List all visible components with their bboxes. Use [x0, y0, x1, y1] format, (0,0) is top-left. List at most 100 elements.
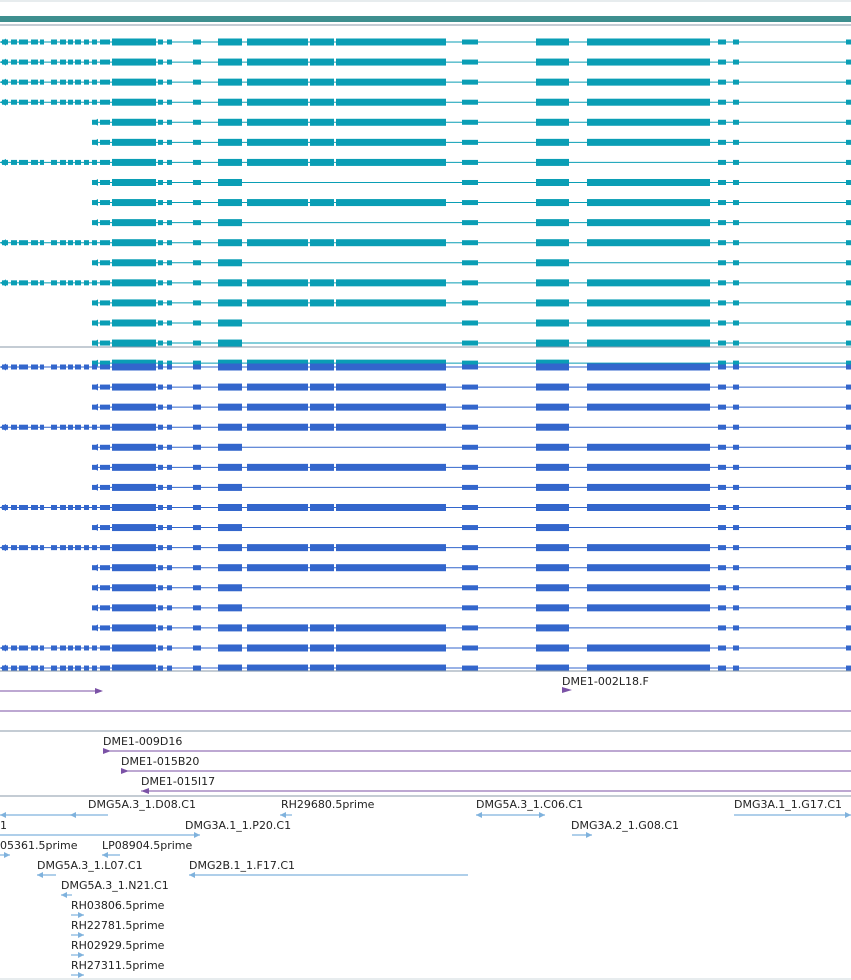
- exon: [462, 384, 478, 390]
- exon: [218, 138, 242, 146]
- transcript-row[interactable]: [92, 443, 851, 451]
- bac-end-feature[interactable]: DME1-015B20: [121, 755, 851, 774]
- cdna-feature[interactable]: RH02929.5prime: [71, 939, 165, 958]
- bac-end-feature[interactable]: DME1-015I17: [141, 775, 851, 794]
- exon: [462, 545, 478, 551]
- exon: [167, 645, 172, 651]
- cdna-feature[interactable]: 05361.5prime: [0, 839, 78, 858]
- exon: [31, 39, 38, 45]
- cdna-feature[interactable]: RH03806.5prime: [71, 899, 165, 918]
- bac-end-track[interactable]: DME1-002L18.F DME1-009D16 DME1-015B20 DME1-…: [0, 675, 851, 794]
- exon: [462, 200, 478, 206]
- transcript-row[interactable]: [0, 423, 851, 431]
- cdna-feature[interactable]: DMG5A.3_1.N21.C1: [61, 879, 169, 898]
- cdna-feature[interactable]: 1: [0, 812, 76, 832]
- exon: [158, 159, 163, 165]
- exon: [193, 280, 201, 286]
- bac-end-label: DME1-015B20: [121, 755, 199, 768]
- exon: [112, 219, 156, 227]
- exon: [310, 98, 334, 106]
- exon: [68, 364, 73, 370]
- transcript-row[interactable]: [92, 383, 851, 391]
- transcript-row[interactable]: [0, 644, 851, 652]
- cdna-feature[interactable]: DMG5A.3_1.L07.C1: [37, 859, 143, 878]
- transcript-row[interactable]: [92, 178, 851, 186]
- cdna-feature[interactable]: DMG3A.1_1.P20.C1: [0, 819, 291, 838]
- exon: [218, 259, 242, 267]
- exon: [51, 39, 57, 45]
- exon: [336, 664, 446, 672]
- transcript-row[interactable]: [92, 118, 851, 126]
- exon: [536, 138, 569, 146]
- transcript-row[interactable]: [92, 319, 851, 327]
- transcript-row[interactable]: [92, 483, 851, 491]
- transcript-row[interactable]: [92, 463, 851, 471]
- exon: [733, 139, 739, 145]
- exon: [218, 339, 242, 347]
- exon: [733, 340, 739, 346]
- cdna-feature[interactable]: DMG5A.3_1.C06.C1: [476, 798, 583, 818]
- transcript-row[interactable]: [0, 78, 851, 86]
- exon: [51, 364, 57, 370]
- exon: [310, 463, 334, 471]
- exon: [158, 645, 163, 651]
- exon: [336, 564, 446, 572]
- cdna-feature[interactable]: RH27311.5prime: [71, 959, 165, 978]
- transcript-row[interactable]: [0, 664, 851, 672]
- transcript-row[interactable]: [92, 359, 851, 367]
- cdna-track[interactable]: 1 DMG5A.3_1.D08.C1 RH29680.5prime DMG5A.3_1…: [0, 798, 851, 978]
- exon: [718, 320, 726, 326]
- transcript-row[interactable]: [92, 524, 851, 532]
- exon: [68, 280, 73, 286]
- cdna-feature[interactable]: DMG5A.3_1.D08.C1: [70, 798, 196, 818]
- exon: [19, 39, 28, 45]
- transcript-row[interactable]: [92, 199, 851, 207]
- cdna-feature[interactable]: LP08904.5prime: [102, 839, 193, 858]
- cdna-feature[interactable]: DMG3A.1_1.G17.C1: [734, 798, 851, 818]
- exon: [587, 584, 710, 592]
- transcript-row[interactable]: [92, 138, 851, 146]
- exon: [11, 99, 17, 105]
- transcript-row[interactable]: [0, 239, 851, 247]
- strand-arrow: [0, 279, 6, 287]
- strand-arrow: [92, 584, 98, 592]
- transcript-row[interactable]: [0, 503, 851, 511]
- cdna-feature[interactable]: RH22781.5prime: [71, 919, 165, 938]
- cdna-feature[interactable]: DMG3A.2_1.G08.C1: [571, 819, 679, 838]
- transcript-row[interactable]: [0, 58, 851, 66]
- transcript-row[interactable]: [92, 259, 851, 267]
- transcript-row[interactable]: [92, 299, 851, 307]
- transcript-row[interactable]: [0, 38, 851, 46]
- exon: [336, 544, 446, 552]
- exon: [112, 279, 156, 287]
- transcript-row[interactable]: [0, 544, 851, 552]
- exon: [247, 664, 308, 672]
- exon: [310, 58, 334, 66]
- transcript-row[interactable]: [92, 584, 851, 592]
- exon: [536, 544, 569, 552]
- transcript-row[interactable]: [92, 403, 851, 411]
- bac-end-feature[interactable]: DME1-009D16: [103, 735, 851, 754]
- transcript-row[interactable]: [0, 158, 851, 166]
- cdna-feature[interactable]: RH29680.5prime: [280, 798, 375, 818]
- transcript-track-blue[interactable]: [0, 363, 851, 672]
- transcript-row[interactable]: [0, 279, 851, 287]
- bac-end-arrow: [103, 748, 111, 754]
- cdna-feature[interactable]: DMG2B.1_1.F17.C1: [189, 859, 468, 878]
- transcript-row[interactable]: [92, 219, 851, 227]
- transcript-row[interactable]: [0, 363, 851, 371]
- transcript-row[interactable]: [0, 98, 851, 106]
- transcript-row[interactable]: [92, 339, 851, 347]
- bac-end-feature[interactable]: DME1-002L18.F: [562, 675, 649, 693]
- strand-arrow: [92, 403, 98, 411]
- transcript-row[interactable]: [92, 564, 851, 572]
- strand-arrow: [92, 138, 98, 146]
- exon: [193, 260, 201, 266]
- exon: [92, 645, 97, 651]
- transcript-track-teal[interactable]: [0, 38, 851, 367]
- exon: [718, 585, 726, 591]
- exon: [75, 159, 81, 165]
- exon: [718, 444, 726, 450]
- transcript-row[interactable]: [92, 604, 851, 612]
- transcript-row[interactable]: [92, 624, 851, 632]
